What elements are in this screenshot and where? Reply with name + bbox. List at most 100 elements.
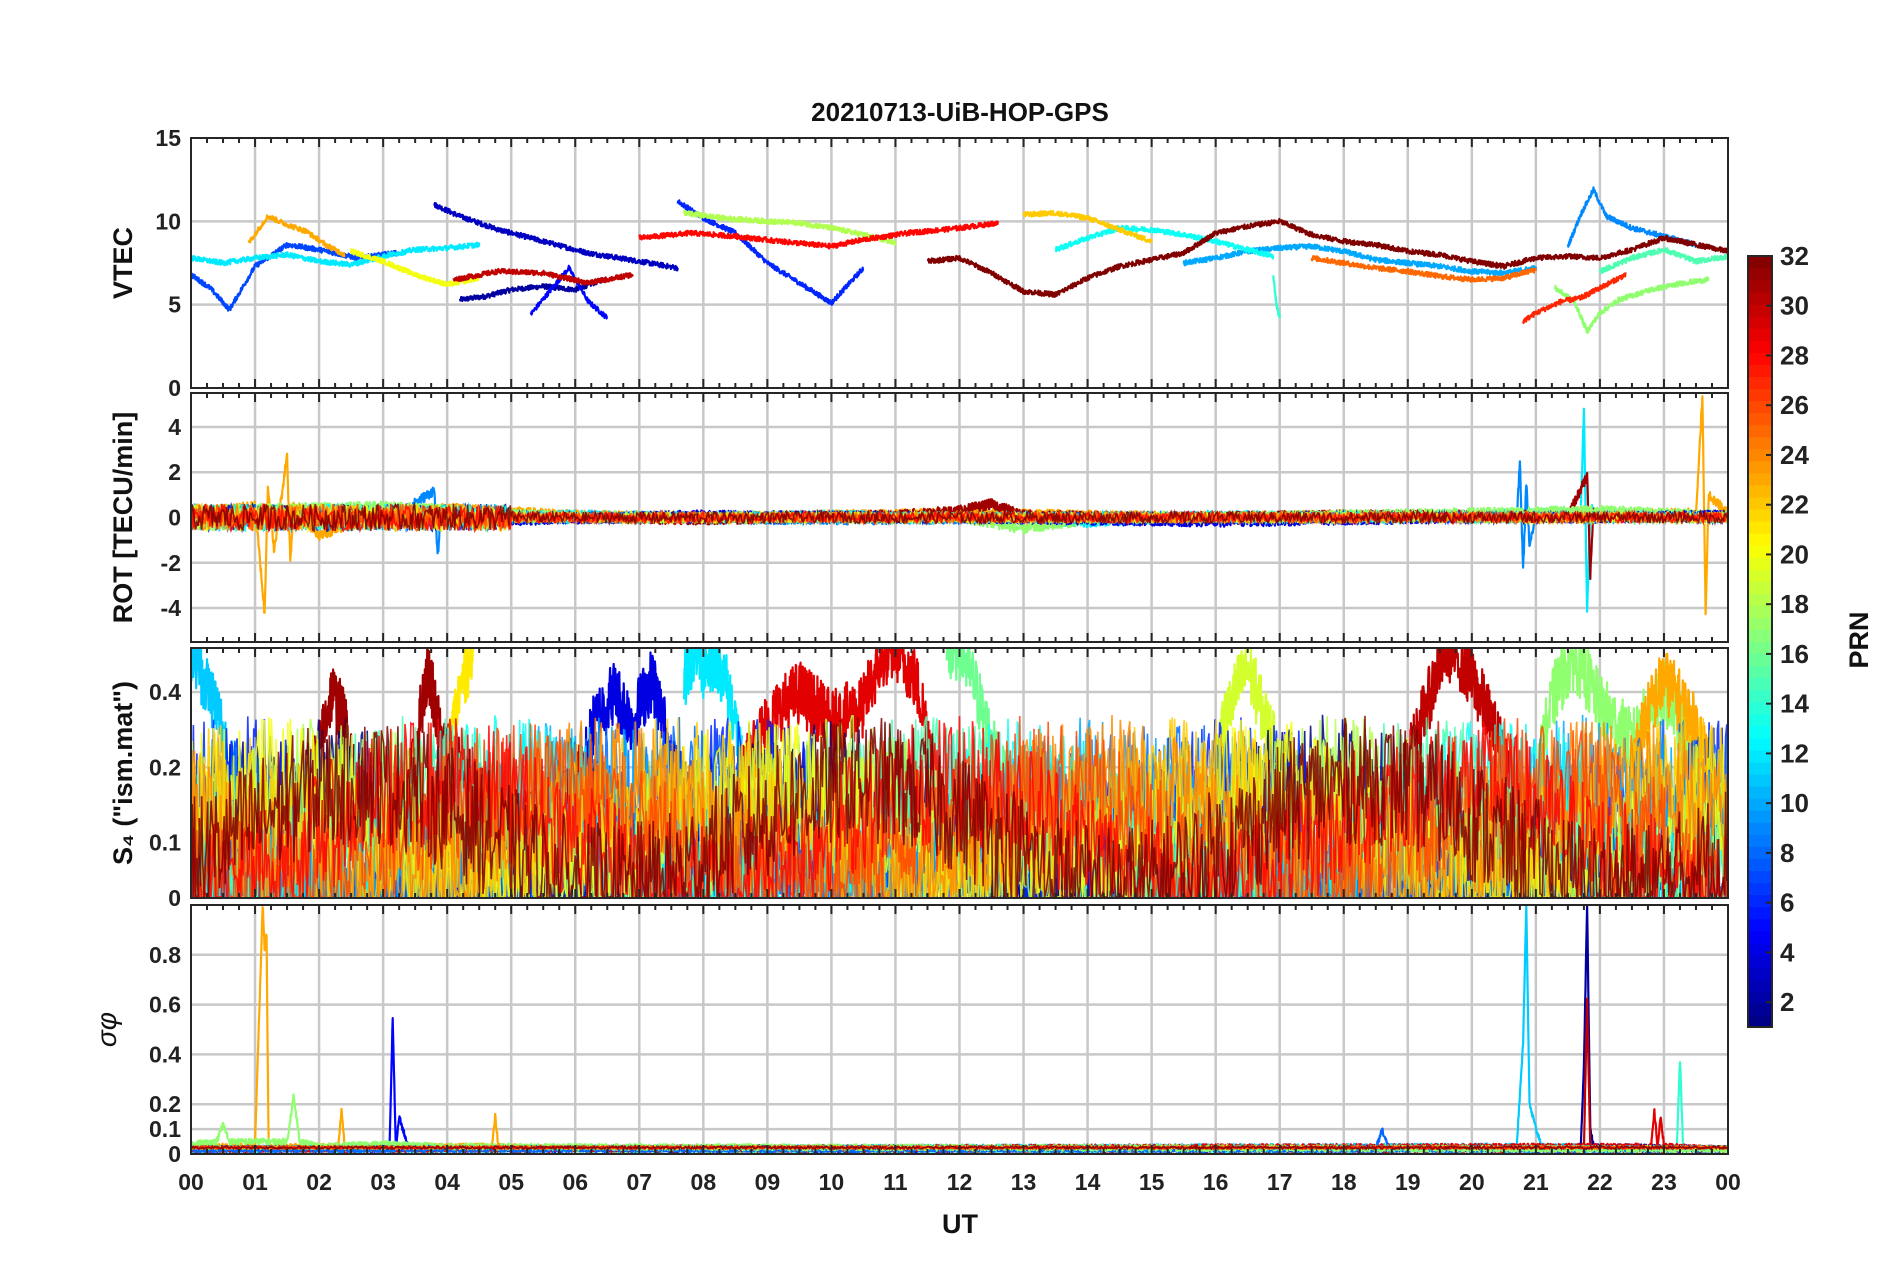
y-tick-label: 0 — [168, 885, 181, 911]
colorbar-segment — [1748, 761, 1772, 775]
x-tick-label: 17 — [1267, 1169, 1293, 1195]
x-tick-label: 22 — [1587, 1169, 1613, 1195]
colorbar-segment — [1748, 918, 1772, 932]
colorbar-segment — [1748, 424, 1772, 438]
colorbar-segment — [1748, 448, 1772, 462]
colorbar-segment — [1748, 557, 1772, 570]
colorbar-segment — [1748, 653, 1772, 667]
y-tick-label: 0.4 — [149, 1041, 181, 1067]
background-trace-prn-32 — [191, 715, 1728, 898]
colorbar-segment — [1748, 352, 1772, 366]
colorbar-segment — [1748, 677, 1772, 691]
x-tick-label: 12 — [947, 1169, 973, 1195]
colorbar-segment — [1748, 388, 1772, 402]
colorbar-tick-label: 12 — [1780, 738, 1809, 768]
colorbar-segment — [1748, 304, 1772, 317]
chart-title: 20210713-UiB-HOP-GPS — [811, 97, 1109, 127]
series-line-prn-18 — [683, 209, 897, 246]
series-line-prn-12 — [191, 241, 481, 268]
x-axis-label: UT — [942, 1209, 978, 1239]
colorbar-tick-label: 30 — [1780, 291, 1809, 321]
series-group-vtec — [191, 186, 1728, 334]
y-tick-label: 0 — [168, 375, 181, 401]
colorbar-segment — [1748, 268, 1772, 281]
colorbar-segment — [1748, 412, 1772, 426]
colorbar-segment — [1748, 484, 1772, 498]
y-tick-label: 0.2 — [149, 1091, 181, 1117]
colorbar-segment — [1748, 713, 1772, 727]
colorbar-segment — [1748, 460, 1772, 474]
x-tick-label: 15 — [1139, 1169, 1165, 1195]
colorbar-segment — [1748, 376, 1772, 390]
colorbar-segment — [1748, 593, 1772, 606]
x-tick-label: 18 — [1331, 1169, 1357, 1195]
series-line-prn-12 — [683, 648, 743, 770]
series-line-prn-13 — [1054, 224, 1275, 260]
series-line-prn-25 — [1310, 255, 1537, 283]
series-line-prn-6 — [676, 199, 865, 306]
y-tick-label: 4 — [168, 414, 181, 440]
x-tick-label: 03 — [370, 1169, 396, 1195]
x-tick-label: 21 — [1523, 1169, 1549, 1195]
y-axis-label-vtec: VTEC — [108, 227, 138, 299]
colorbar-segment — [1748, 737, 1772, 751]
series-line-prn-17 — [1554, 276, 1710, 334]
colorbar-tick-label: 2 — [1780, 987, 1794, 1017]
colorbar-segment — [1748, 545, 1772, 558]
y-tick-label: 0.4 — [149, 679, 181, 705]
colorbar-segment — [1748, 798, 1772, 811]
colorbar-segment — [1748, 725, 1772, 739]
y-axis-label-sigma_phi: σφ — [91, 1012, 122, 1047]
colorbar-tick-label: 32 — [1780, 241, 1809, 271]
panel-s4: 0.1 0.2 0.4 0 S₄ ("ism.mat") — [108, 647, 1729, 911]
background-trace-prn-32 — [191, 501, 1728, 533]
colorbar-segment — [1748, 605, 1772, 619]
panel-vtec: 0 5 10 15 VTEC — [108, 125, 1729, 401]
colorbar-segment — [1748, 749, 1772, 763]
x-tick-label: 13 — [1011, 1169, 1037, 1195]
colorbar-segment — [1748, 328, 1772, 341]
y-tick-label: 0 — [168, 505, 181, 531]
y-tick-label: 10 — [155, 208, 181, 234]
y-tick-label: 0.1 — [149, 830, 181, 856]
colorbar-segment — [1748, 930, 1772, 944]
colorbar-segment — [1748, 990, 1772, 1004]
colorbar-segment — [1748, 834, 1772, 847]
colorbar-tick-label: 4 — [1780, 937, 1795, 967]
colorbar-segment — [1748, 641, 1772, 655]
x-tick-label: 19 — [1395, 1169, 1421, 1195]
series-group-rot — [191, 395, 1728, 616]
colorbar-tick-label: 6 — [1780, 888, 1794, 918]
colorbar-tick-label: 18 — [1780, 589, 1809, 619]
colorbar-segment — [1748, 581, 1772, 594]
y-tick-label: 0.1 — [149, 1116, 181, 1142]
colorbar-segment — [1748, 689, 1772, 703]
x-tick-label: 23 — [1651, 1169, 1677, 1195]
colorbar-segment — [1748, 617, 1772, 631]
series-line-prn-21 — [446, 648, 474, 786]
colorbar-segment — [1748, 942, 1772, 956]
x-tick-label: 16 — [1203, 1169, 1229, 1195]
colorbar-segment — [1748, 496, 1772, 510]
colorbar-segment — [1748, 701, 1772, 715]
colorbar-segment — [1748, 364, 1772, 378]
colorbar-segment — [1748, 882, 1772, 896]
x-tick-label: 06 — [562, 1169, 588, 1195]
colorbar-segment — [1748, 894, 1772, 908]
y-axis-label-rot: ROT [TECU/min] — [108, 412, 138, 623]
y-tick-label: 0.2 — [149, 754, 181, 780]
series-line-prn-3 — [433, 202, 679, 272]
colorbar-segment — [1748, 1014, 1772, 1028]
series-line-prn-15 — [1598, 247, 1728, 275]
colorbar-tick-label: 16 — [1780, 639, 1809, 669]
panel-sigma_phi: 00.10.2 0.4 0.6 0.8 σφ — [91, 904, 1729, 1167]
y-tick-label: 5 — [168, 292, 181, 318]
colorbar-segment — [1748, 280, 1772, 293]
colorbar-segment — [1748, 436, 1772, 450]
colorbar-segment — [1748, 966, 1772, 980]
series-line-prn-7 — [191, 242, 397, 312]
series-line-prn-32 — [926, 217, 1728, 298]
